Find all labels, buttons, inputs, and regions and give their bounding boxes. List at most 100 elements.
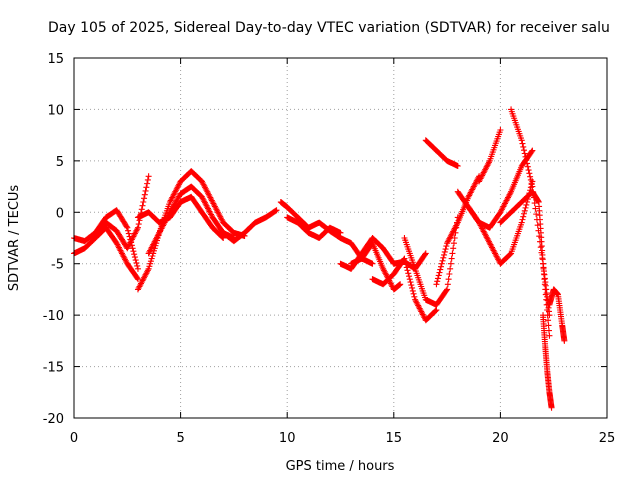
y-tick-label: 5 — [56, 155, 64, 170]
series-pass-l — [369, 255, 440, 324]
data-point — [131, 254, 138, 261]
data-point — [546, 332, 553, 339]
series-pass-m — [401, 214, 461, 308]
x-axis-label: GPS time / hours — [286, 459, 395, 474]
data-point — [144, 176, 151, 183]
data-point — [446, 271, 453, 277]
data-point — [148, 255, 155, 262]
data-point — [497, 127, 504, 133]
x-tick-label: 15 — [386, 431, 403, 446]
data-point — [123, 223, 130, 230]
data-point — [410, 290, 417, 297]
data-point — [134, 275, 141, 282]
series-pass-f — [134, 193, 227, 241]
data-point — [406, 273, 413, 280]
data-point — [443, 287, 450, 294]
data-point — [526, 170, 533, 177]
data-point — [450, 240, 457, 247]
data-point — [134, 262, 141, 269]
data-point — [454, 163, 461, 169]
data-point — [409, 287, 416, 294]
data-point — [141, 195, 148, 202]
data-point — [369, 260, 376, 267]
data-point — [145, 265, 152, 272]
data-point — [433, 281, 440, 288]
data-point — [403, 264, 410, 271]
data-point — [441, 251, 448, 258]
data-point — [434, 275, 441, 282]
data-point — [519, 216, 526, 223]
data-point — [411, 293, 418, 300]
data-point — [524, 160, 531, 167]
plot-frame — [73, 57, 608, 419]
data-points — [71, 106, 568, 411]
data-point — [409, 284, 416, 291]
series-pass-t — [497, 188, 553, 319]
data-point — [130, 248, 137, 255]
data-point — [437, 266, 444, 273]
y-tick-label: -5 — [51, 258, 64, 273]
data-point — [125, 230, 132, 237]
data-point — [124, 224, 131, 231]
x-tick-label: 0 — [70, 431, 78, 446]
data-point — [524, 163, 531, 170]
data-point — [439, 257, 446, 264]
data-point — [402, 258, 409, 265]
data-point — [529, 183, 536, 190]
series-pass-h — [277, 199, 376, 267]
series-pass-n — [422, 137, 461, 169]
series-pass-a — [71, 207, 141, 272]
data-point — [406, 276, 413, 283]
data-point — [337, 229, 344, 236]
data-point — [561, 337, 568, 344]
data-point — [449, 250, 456, 257]
data-point — [520, 143, 527, 150]
x-tick-label: 5 — [176, 431, 184, 446]
data-point — [402, 261, 409, 268]
data-point — [521, 150, 528, 157]
data-point — [140, 199, 147, 205]
data-point — [442, 246, 449, 253]
series-pass-r — [476, 127, 504, 185]
data-point — [444, 281, 451, 288]
data-point — [134, 276, 141, 283]
axis-ticks: 0 5 10 15 20 25 -20 -15 -10 -5 0 5 10 15 — [43, 52, 616, 446]
data-point — [131, 251, 138, 258]
data-point — [447, 260, 454, 267]
chart-title: Day 105 of 2025, Sidereal Day-to-day VTE… — [48, 20, 610, 36]
data-point — [434, 278, 441, 285]
data-point — [436, 269, 443, 276]
data-point — [135, 221, 142, 228]
data-point — [534, 222, 541, 229]
data-point — [125, 227, 132, 234]
data-point — [537, 244, 544, 251]
grid-lines — [74, 58, 607, 418]
data-point — [219, 234, 226, 241]
data-point — [520, 213, 527, 220]
data-point — [144, 180, 151, 187]
data-point — [527, 176, 534, 183]
data-point — [132, 257, 139, 264]
data-point — [518, 137, 525, 144]
y-tick-label: -20 — [43, 412, 64, 427]
data-point — [519, 140, 526, 147]
data-point — [521, 210, 528, 217]
data-point — [523, 201, 530, 208]
x-tick-label: 10 — [279, 431, 296, 446]
data-point — [440, 254, 447, 261]
y-tick-label: -15 — [43, 361, 64, 376]
data-point — [220, 235, 227, 241]
data-point — [401, 255, 408, 262]
data-point — [397, 281, 404, 288]
y-tick-label: -10 — [43, 309, 64, 324]
data-point — [142, 187, 149, 194]
data-point — [141, 191, 148, 198]
series-pass-q — [465, 178, 536, 267]
series-pass-k — [348, 240, 404, 293]
series-pass-v — [546, 286, 568, 344]
data-point — [134, 224, 141, 231]
data-point — [444, 286, 451, 293]
data-point — [407, 279, 414, 286]
series-pass-i — [284, 214, 344, 241]
